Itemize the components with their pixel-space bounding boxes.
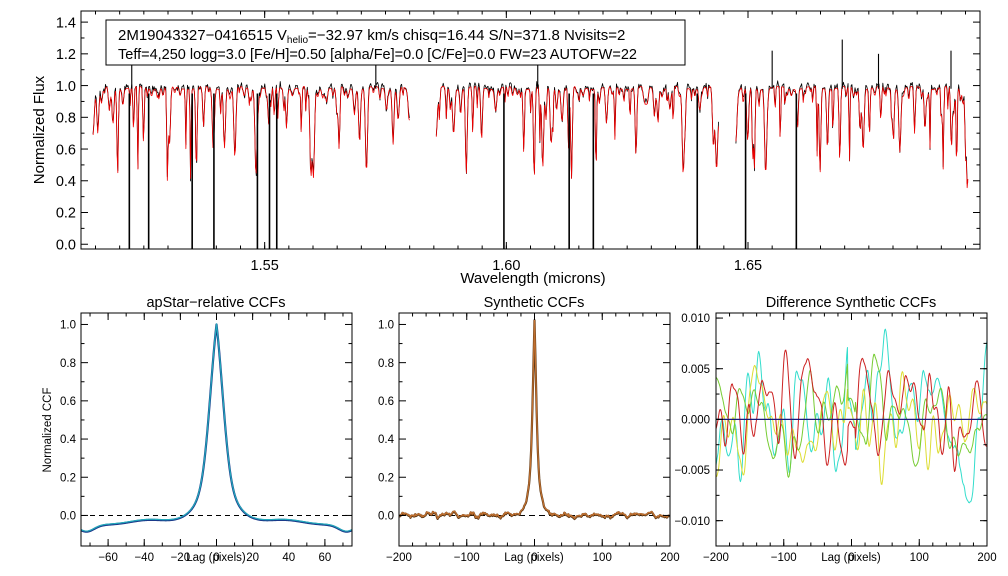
synthetic-ccf-xtick-label: 0 [531,552,537,564]
spectrum-ytick-label: 1.4 [56,15,76,31]
synthetic-ccf-ticks: −200 −100 0 100 200 0.0 0.2 0.4 0.6 0.8 1.0 [378,313,680,564]
difference-ccf-ticks: −200 −100 0 100 200 0.010 0.005 0.000 −0.005 −0.0… [675,313,997,564]
apstar-ccf-xtick-label: 60 [319,552,332,564]
spectrum-legend: 2M19043327−0416515 Vhelio=−32.97 km/s ch… [105,19,686,66]
spectrum-ticks: 1.55 1.60 1.65 0.0 0.2 0.4 0.6 0.8 1.0 1.2 1.4 [56,11,980,274]
difference-ccf-diff-green [716,353,987,478]
apstar-ccf-xlabel: Lag (pixels) [186,552,246,564]
synthetic-ccf-ytick-label: 0.8 [378,358,394,370]
spectrum-ytick-label: 0.2 [56,206,76,222]
synthetic-ccf-ytick-label: 0.2 [378,472,394,484]
spectrum-xtick-label: 1.65 [734,258,762,274]
spectrum-observed-line [735,80,969,185]
apstar-ccf-xtick-label: −60 [98,552,118,564]
apstar-ccf-xtick-label: 20 [246,552,259,564]
spectrum-observed-line [435,81,719,179]
synthetic-ccf-ytick-label: 0.0 [378,511,394,523]
spectrum-panel: 1.55 1.60 1.65 0.0 0.2 0.4 0.6 0.8 1.0 1.2 1.4 Wav… [31,10,981,287]
apstar-ccf-plot-area [81,323,352,533]
apstar-ccf-xtick-label: −20 [171,552,191,564]
apstar-ccf-ccf-2 [81,323,352,532]
difference-ccf-xlabel: Lag (pixels) [821,552,881,564]
apstar-ccf-ylabel: Normalized CCF [42,388,54,473]
synthetic-ccf-xtick-label: 200 [660,552,679,564]
spectrum-ytick-label: 0.6 [56,142,76,158]
spectrum-ytick-label: 0.8 [56,111,76,127]
apstar-ccf-panel: apStar−relative CCFs −60 −40 −20 0 20 40 60 0.0… [42,295,353,564]
synthetic-ccf-panel: Synthetic CCFs −200 −100 0 100 200 0.0 0.2 0.4 0… [378,295,680,564]
synthetic-ccf-xtick-label: −200 [386,552,412,564]
synthetic-ccf-plot-area [399,319,670,521]
apstar-ccf-xtick-label: 40 [282,552,295,564]
spectrum-ylabel: Normalized Flux [31,75,48,184]
apstar-ccf-xtick-label: 0 [213,552,219,564]
spectrum-plot-area [92,39,969,249]
spectrum-model-line [735,85,969,189]
spectrum-ytick-label: 0.0 [56,237,76,253]
legend-line-1: 2M19043327−0416515 Vhelio=−32.97 km/s ch… [118,27,625,46]
synthetic-ccf-ytick-label: 0.6 [378,396,394,408]
apstar-ccf-axes-frame [80,312,353,547]
difference-ccf-diff-red [716,349,987,472]
legend-box [105,19,686,66]
apstar-ccf-ytick-label: 0.2 [60,472,76,484]
apstar-ccf-ytick-label: 0.0 [60,511,76,523]
difference-ccf-ytick-label: 0.010 [681,313,710,325]
spectrum-ytick-label: 1.2 [56,47,76,63]
synthetic-ccf-xtick-label: 100 [593,552,612,564]
apstar-ccf-ytick-label: 0.4 [60,434,77,446]
spectrum-xtick-label: 1.55 [251,258,279,274]
difference-ccf-ytick-label: 0.005 [681,364,710,376]
difference-ccf-ytick-label: −0.010 [675,516,711,528]
apstar-ccf-ytick-label: 0.6 [60,396,76,408]
apstar-ccf-ytick-label: 1.0 [60,320,76,332]
legend-line-1-part: 2M19043327−0416515 V [118,27,287,44]
synthetic-ccf-ccf-dark [399,319,670,521]
synthetic-ccf-title: Synthetic CCFs [484,295,585,311]
synthetic-ccf-xtick-label: −100 [454,552,480,564]
apstar-ccf-xtick-label: −40 [134,552,154,564]
legend-line-2: Teff=4,250 logg=3.0 [Fe/H]=0.50 [alpha/F… [118,47,637,63]
spectrum-model-line [435,86,719,179]
difference-ccf-xtick-label: 200 [977,552,996,564]
spectrum-model-line [92,86,410,181]
synthetic-ccf-ytick-label: 1.0 [378,320,394,332]
difference-ccf-xtick-label: −200 [703,552,729,564]
difference-ccf-xtick-label: 100 [910,552,929,564]
difference-ccf-xtick-label: 0 [848,552,854,564]
apstar-ccf-ticks: −60 −40 −20 0 20 40 60 0.0 0.2 0.4 0.6 0.8 1.0 [60,313,352,564]
spectrum-ytick-label: 0.4 [56,174,76,190]
apstar-ccf-title: apStar−relative CCFs [146,295,285,311]
difference-ccf-ytick-label: 0.000 [681,415,710,427]
legend-line-1-part: =−32.97 km/s chisq=16.44 S/N=371.8 Nvisi… [308,27,625,44]
spectrum-observed-line [92,81,410,182]
spectrum-xlabel: Wavelength (microns) [460,270,605,287]
apstar-ccf-ccf-1 [81,323,352,533]
difference-ccf-plot-area [716,328,987,504]
spectrum-xtick-label: 1.60 [492,258,520,274]
legend-subscript: helio [287,35,309,46]
apstar-ccf-ytick-label: 0.8 [60,358,76,370]
difference-ccf-xtick-label: −100 [771,552,797,564]
synthetic-ccf-ytick-label: 0.4 [378,434,395,446]
difference-ccf-diff-cyan [716,328,987,504]
synthetic-ccf-xlabel: Lag (pixels) [504,552,564,564]
spectrum-ytick-label: 1.0 [56,79,76,95]
difference-ccf-ytick-label: −0.005 [675,465,711,477]
difference-ccf-panel: Difference Synthetic CCFs −200 −100 0 100 20… [675,295,997,564]
difference-ccf-title: Difference Synthetic CCFs [766,295,937,311]
